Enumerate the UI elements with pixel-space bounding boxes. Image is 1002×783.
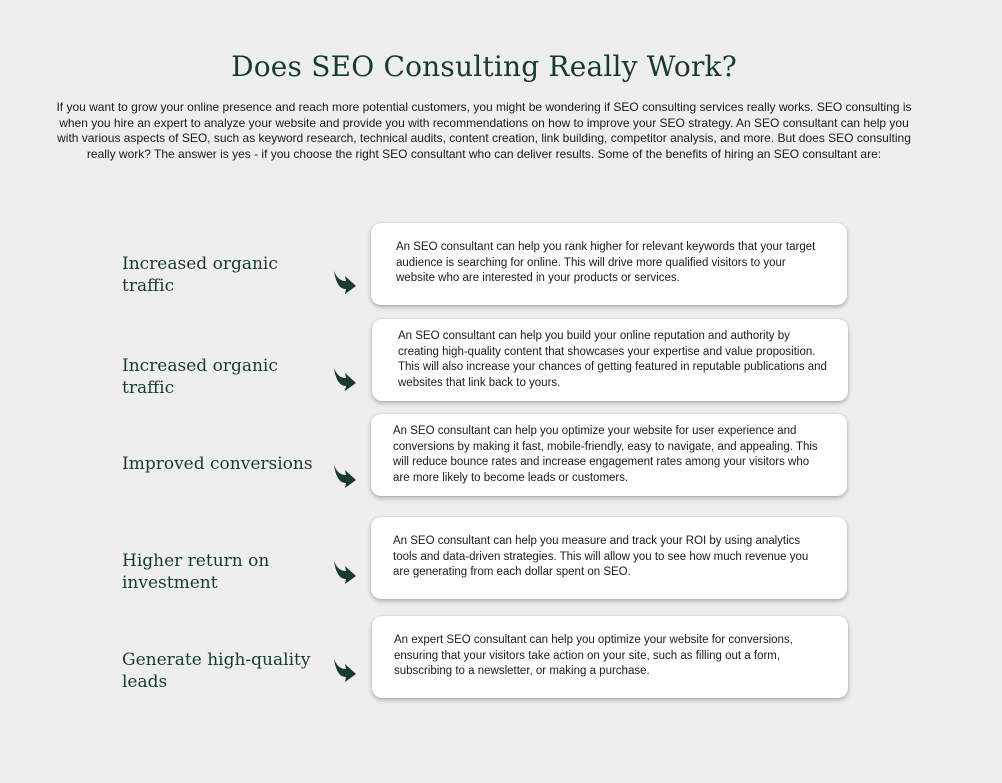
benefit-description-3: An SEO consultant can help you optimize … bbox=[393, 425, 818, 484]
curved-arrow-icon bbox=[334, 465, 356, 488]
benefit-label-5: Generate high-quality leads bbox=[122, 650, 311, 692]
benefit-card-1: An SEO consultant can help you rank high… bbox=[371, 223, 847, 305]
benefit-label-3: Improved conversions bbox=[122, 454, 313, 474]
benefit-card-5: An expert SEO consultant can help you op… bbox=[372, 616, 848, 698]
curved-arrow-icon bbox=[334, 271, 356, 294]
curved-arrow-icon bbox=[334, 659, 356, 682]
curved-arrow-icon bbox=[334, 368, 356, 391]
benefit-description-1: An SEO consultant can help you rank high… bbox=[396, 241, 816, 284]
benefit-description-5: An expert SEO consultant can help you op… bbox=[394, 634, 793, 677]
benefit-label-2: Increased organic traffic bbox=[122, 356, 278, 398]
benefit-card-3: An SEO consultant can help you optimize … bbox=[371, 414, 847, 496]
intro-paragraph: If you want to grow your online presence… bbox=[56, 100, 912, 161]
curved-arrow-icon bbox=[334, 561, 356, 584]
benefit-card-2: An SEO consultant can help you build you… bbox=[372, 319, 848, 401]
benefit-card-4: An SEO consultant can help you measure a… bbox=[371, 517, 847, 599]
benefit-label-4: Higher return on investment bbox=[122, 551, 270, 593]
benefit-description-4: An SEO consultant can help you measure a… bbox=[393, 535, 809, 578]
page-title: Does SEO Consulting Really Work? bbox=[231, 50, 737, 83]
benefit-label-1: Increased organic traffic bbox=[122, 254, 278, 296]
benefit-description-2: An SEO consultant can help you build you… bbox=[398, 330, 827, 389]
